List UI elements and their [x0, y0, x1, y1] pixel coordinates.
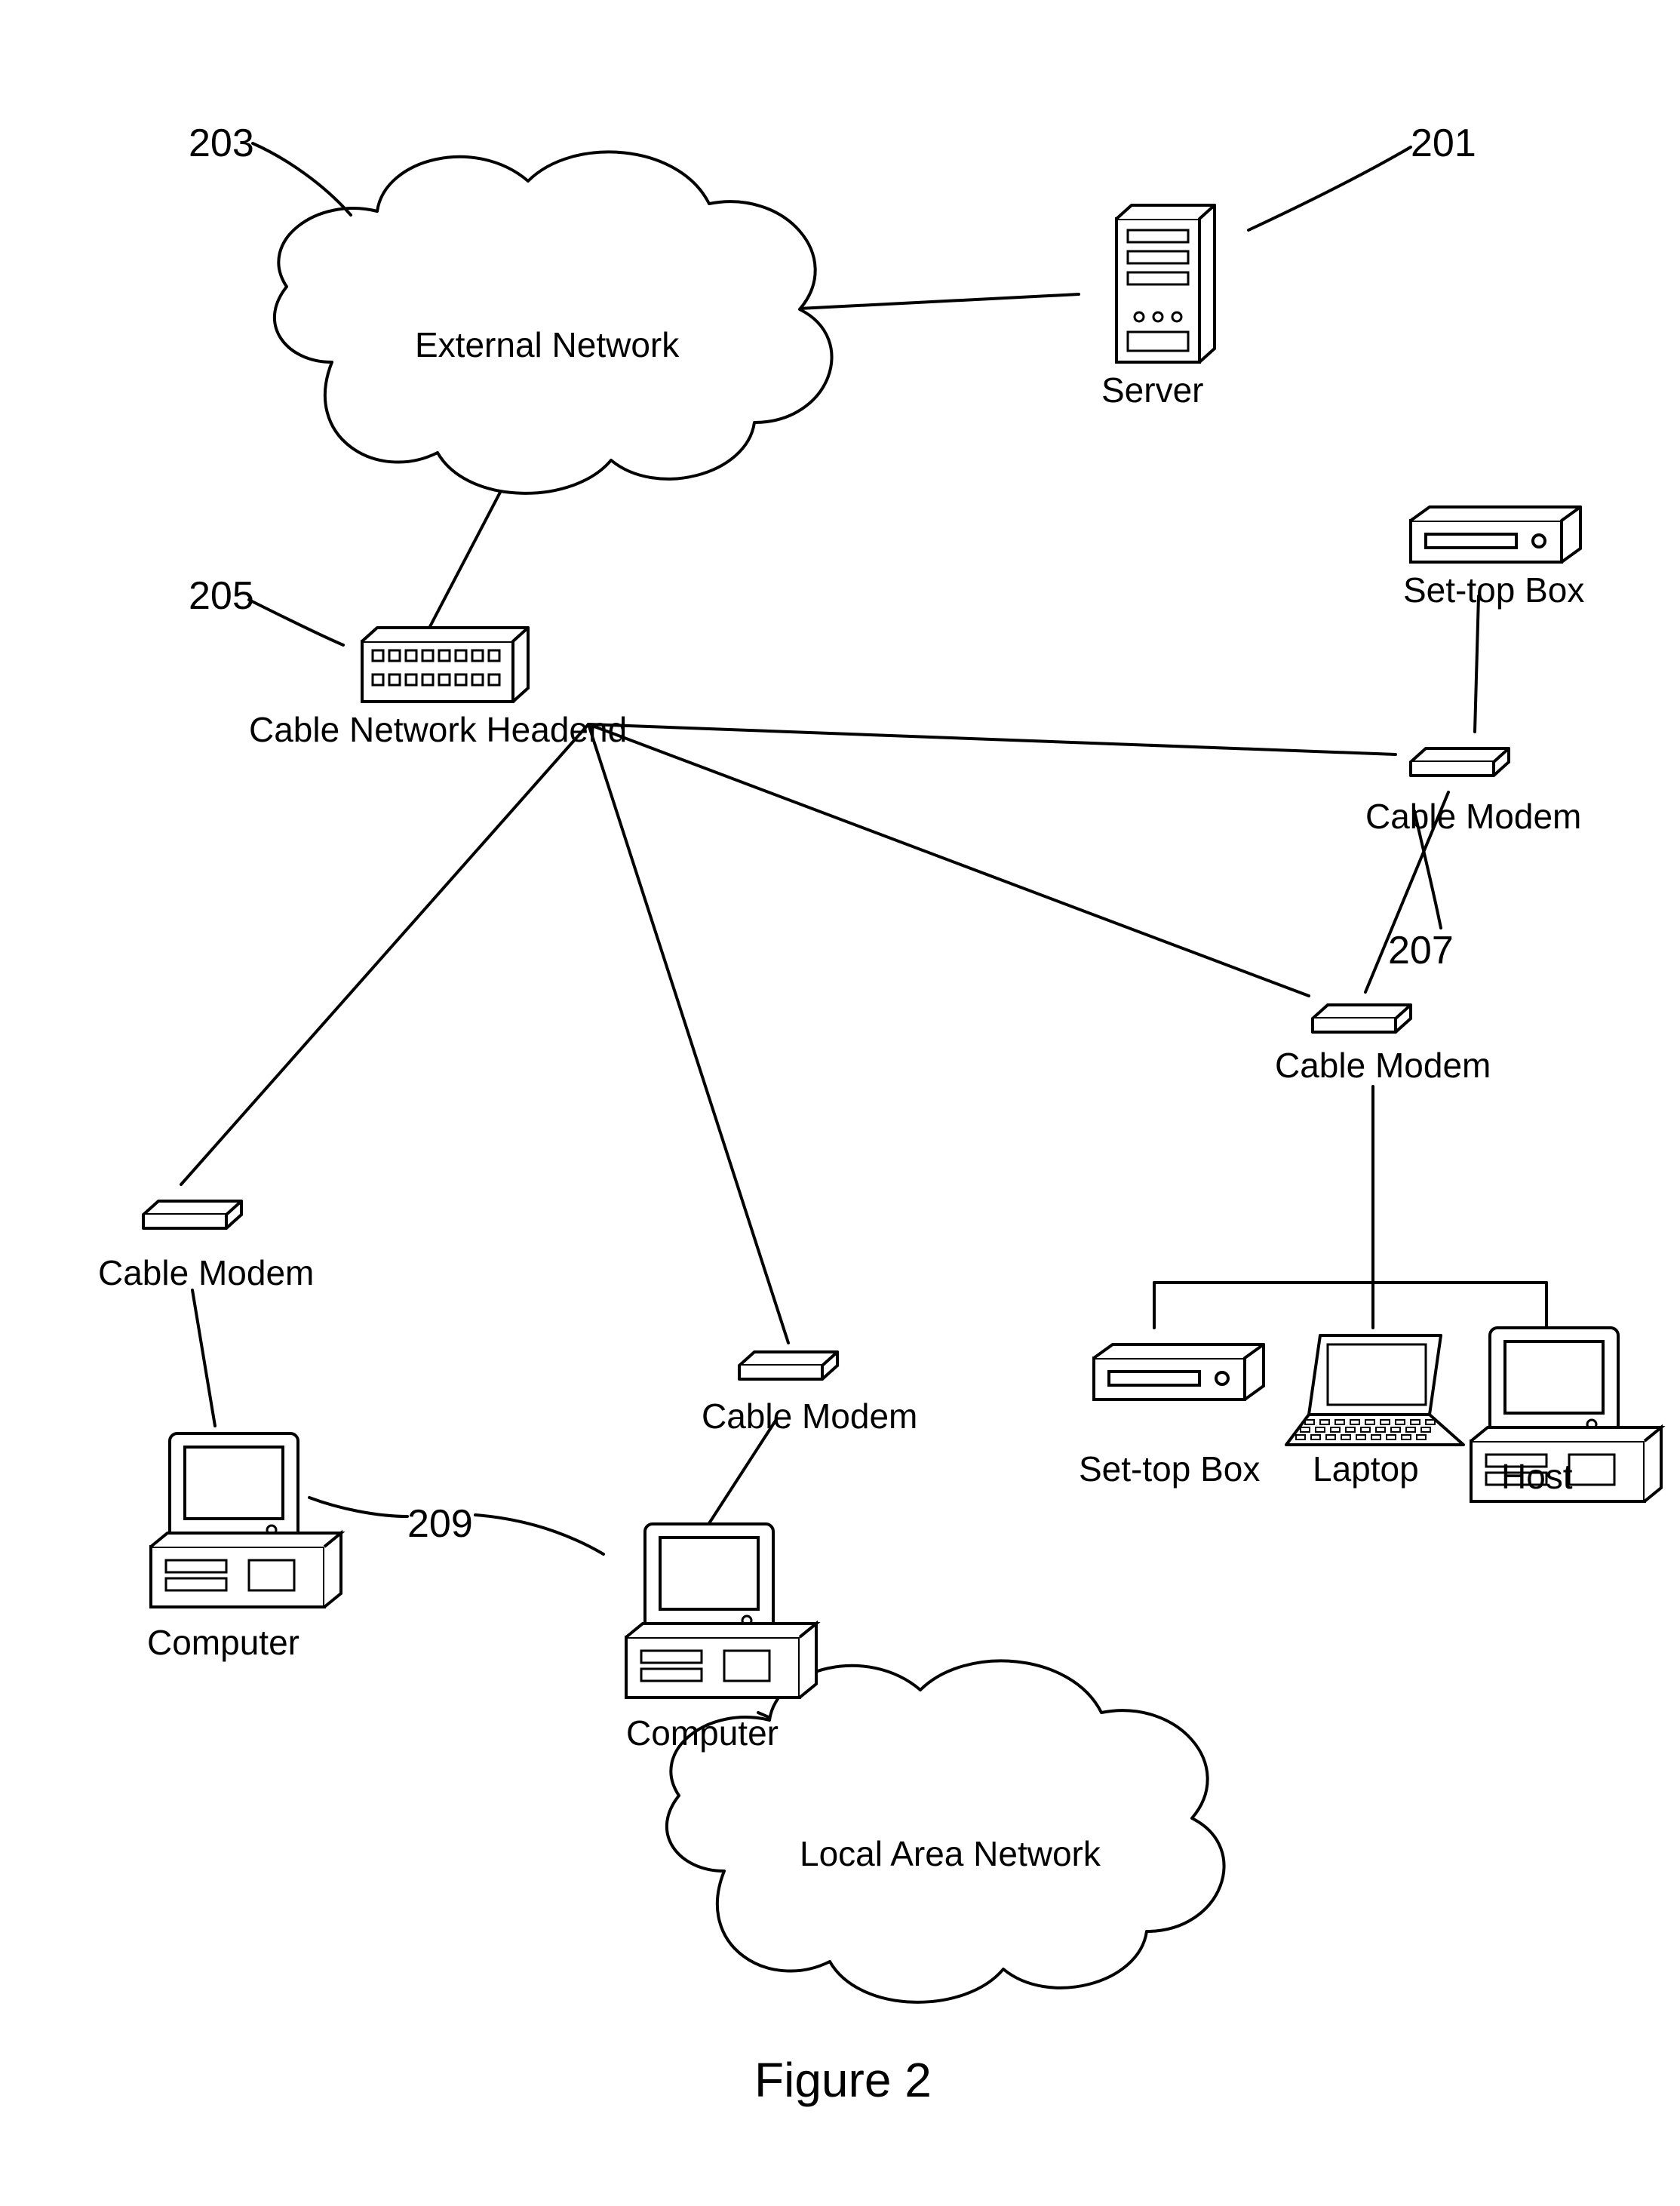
ref-r205: 205: [189, 573, 254, 619]
label-cm_mid: Cable Modem: [1275, 1045, 1491, 1086]
ref-r209: 209: [407, 1501, 473, 1547]
label-cm_top: Cable Modem: [1365, 796, 1581, 837]
ref-r207: 207: [1388, 928, 1454, 973]
label-local-area-network: Local Area Network: [800, 1833, 1101, 1874]
label-headend: Cable Network Headend: [249, 709, 627, 750]
label-computer_mid: Computer: [626, 1713, 779, 1753]
figure-caption: Figure 2: [754, 2052, 932, 2108]
ref-r203: 203: [189, 121, 254, 166]
diagram-stage: External Network Local Area Network Server…: [0, 0, 1680, 2206]
label-stb_right: Set-top Box: [1079, 1449, 1260, 1489]
ref-r201: 201: [1411, 121, 1476, 166]
label-host: Host: [1501, 1456, 1573, 1497]
label-cm_left: Cable Modem: [98, 1252, 314, 1293]
diagram-svg: [0, 0, 1680, 2206]
label-stb_top: Set-top Box: [1403, 570, 1584, 610]
label-laptop: Laptop: [1313, 1449, 1419, 1489]
label-server: Server: [1101, 370, 1203, 410]
label-computer_left: Computer: [147, 1622, 299, 1663]
label-cm_center: Cable Modem: [702, 1396, 917, 1436]
label-external-network: External Network: [415, 324, 679, 365]
